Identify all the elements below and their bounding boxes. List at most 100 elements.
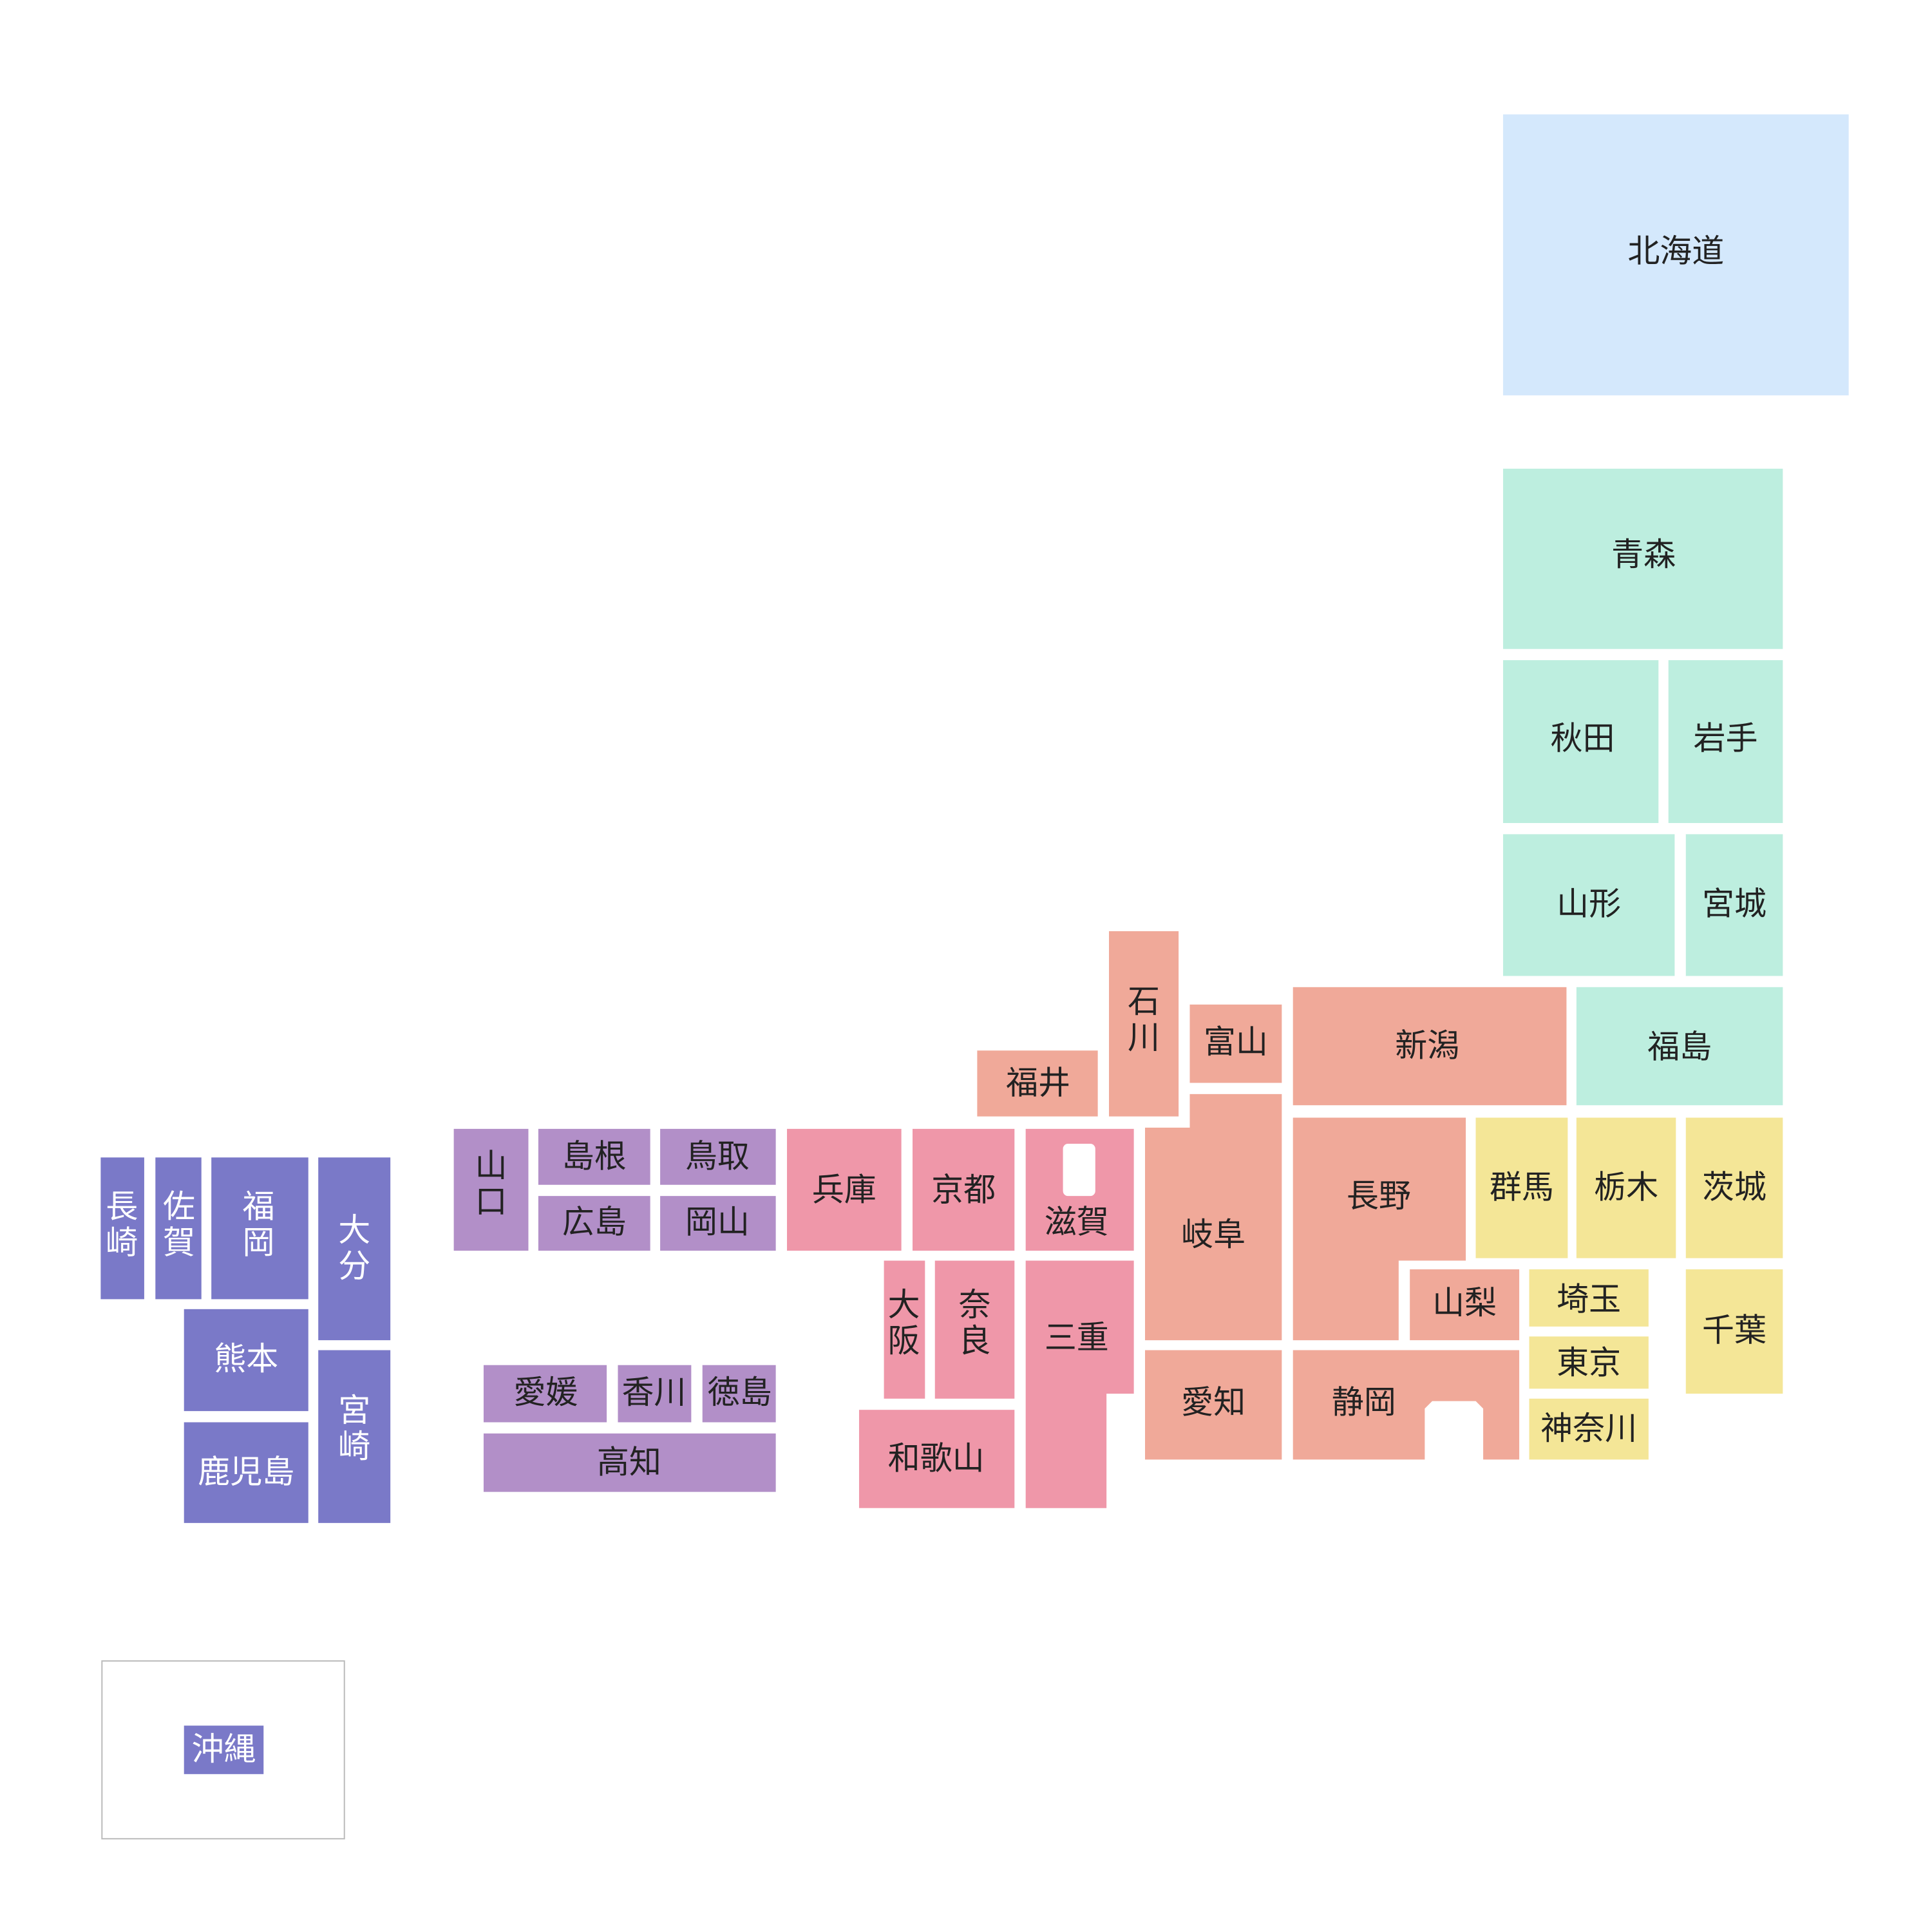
prefecture-chiba[interactable]: 千葉 [1685, 1269, 1783, 1394]
prefecture-shape-ibaraki[interactable] [1685, 1117, 1783, 1258]
prefecture-miyazaki[interactable]: 宮崎 [318, 1350, 391, 1523]
prefecture-shape-tokyo[interactable] [1529, 1336, 1649, 1389]
prefecture-okinawa[interactable]: 沖縄 [184, 1725, 264, 1774]
prefecture-shape-chiba[interactable] [1685, 1269, 1783, 1394]
prefecture-yamagata[interactable]: 山形 [1502, 834, 1675, 976]
prefecture-gunma[interactable]: 群馬 [1475, 1117, 1568, 1258]
prefecture-shape-gifu[interactable] [1144, 1094, 1282, 1341]
prefecture-shape-ishikawa[interactable] [1109, 931, 1179, 1117]
prefecture-kumamoto[interactable]: 熊本 [184, 1309, 308, 1412]
prefecture-tokyo[interactable]: 東京 [1529, 1336, 1649, 1389]
prefecture-aomori[interactable]: 青森 [1502, 468, 1783, 649]
prefecture-shape-kanagawa[interactable] [1529, 1398, 1649, 1460]
prefecture-shape-miyazaki[interactable] [318, 1350, 391, 1523]
prefecture-saitama[interactable]: 埼玉 [1529, 1269, 1649, 1327]
prefecture-label-aichi: 愛知 [1181, 1384, 1245, 1421]
prefecture-shizuoka[interactable]: 静岡 [1293, 1350, 1520, 1460]
prefecture-akita[interactable]: 秋田 [1502, 660, 1659, 823]
prefecture-nagasaki[interactable]: 長崎 [100, 1157, 144, 1300]
prefecture-shape-yamagata[interactable] [1502, 834, 1675, 976]
prefecture-aichi[interactable]: 愛知 [1144, 1350, 1282, 1460]
prefecture-fukui[interactable]: 福井 [977, 1050, 1098, 1117]
prefecture-shape-oita[interactable] [318, 1157, 391, 1341]
prefecture-shape-nara[interactable] [934, 1260, 1015, 1399]
prefecture-fukuoka[interactable]: 福岡 [211, 1157, 308, 1300]
prefecture-hyogo[interactable]: 兵庫 [787, 1128, 902, 1251]
prefecture-gifu[interactable]: 岐阜 [1144, 1094, 1282, 1341]
prefecture-tottori[interactable]: 鳥取 [660, 1128, 776, 1185]
prefecture-nara[interactable]: 奈良 [934, 1260, 1015, 1399]
prefecture-shape-nagano[interactable] [1293, 1117, 1466, 1341]
prefecture-shape-tochigi[interactable] [1576, 1117, 1676, 1258]
prefecture-shape-saga[interactable] [155, 1157, 202, 1300]
prefecture-niigata[interactable]: 新潟 [1293, 987, 1567, 1106]
prefecture-shape-okinawa[interactable] [184, 1725, 264, 1774]
prefecture-shape-yamaguchi[interactable] [453, 1128, 529, 1251]
prefecture-kyoto[interactable]: 京都 [912, 1128, 1015, 1251]
prefecture-shape-gunma[interactable] [1475, 1117, 1568, 1258]
prefecture-kochi[interactable]: 高知 [483, 1433, 776, 1492]
prefecture-shape-hokkaido[interactable] [1502, 114, 1849, 395]
prefecture-shape-kagoshima[interactable] [184, 1422, 308, 1523]
prefecture-shape-iwate[interactable] [1668, 660, 1783, 823]
prefecture-label-tokyo: 東京 [1557, 1344, 1621, 1381]
prefecture-tokushima[interactable]: 徳島 [702, 1365, 776, 1423]
prefecture-kagawa[interactable]: 香川 [618, 1365, 692, 1423]
prefecture-nagano[interactable]: 長野 [1293, 1117, 1466, 1341]
prefecture-shape-ehime[interactable] [483, 1365, 607, 1423]
prefecture-shape-shimane[interactable] [538, 1128, 650, 1185]
prefecture-shape-tottori[interactable] [660, 1128, 776, 1185]
prefecture-wakayama[interactable]: 和歌山 [858, 1410, 1015, 1508]
prefecture-shape-akita[interactable] [1502, 660, 1659, 823]
prefecture-shape-osaka[interactable] [884, 1260, 925, 1399]
prefecture-shape-saitama[interactable] [1529, 1269, 1649, 1327]
prefecture-shape-mie[interactable] [1025, 1260, 1134, 1508]
prefecture-osaka[interactable]: 大阪 [884, 1260, 925, 1399]
prefecture-miyagi[interactable]: 宮城 [1685, 834, 1783, 976]
prefecture-toyama[interactable]: 富山 [1189, 1004, 1282, 1083]
prefecture-iwate[interactable]: 岩手 [1668, 660, 1783, 823]
prefecture-shape-kyoto[interactable] [912, 1128, 1015, 1251]
prefecture-shape-hiroshima[interactable] [538, 1196, 650, 1251]
prefecture-saga[interactable]: 佐賀 [155, 1157, 202, 1300]
prefecture-shape-yamanashi[interactable] [1410, 1269, 1520, 1341]
prefecture-kanagawa[interactable]: 神奈川 [1529, 1398, 1649, 1460]
prefecture-label-yamanashi: 山梨 [1432, 1284, 1497, 1321]
prefecture-tochigi[interactable]: 栃木 [1576, 1117, 1676, 1258]
prefecture-shape-kagawa[interactable] [618, 1365, 692, 1423]
prefecture-label-chiba: 千葉 [1702, 1312, 1766, 1349]
prefecture-shimane[interactable]: 島根 [538, 1128, 650, 1185]
prefecture-ishikawa[interactable]: 石川 [1109, 931, 1179, 1117]
prefecture-fukushima[interactable]: 福島 [1576, 987, 1783, 1106]
prefecture-shape-fukushima[interactable] [1576, 987, 1783, 1106]
prefecture-shape-hyogo[interactable] [787, 1128, 902, 1251]
prefecture-label-hokkaido: 北海道 [1627, 232, 1724, 270]
prefecture-shape-aichi[interactable] [1144, 1350, 1282, 1460]
prefecture-oita[interactable]: 大分 [318, 1157, 391, 1341]
prefecture-label-nagano: 長野 [1347, 1177, 1411, 1215]
prefecture-shape-aomori[interactable] [1502, 468, 1783, 649]
prefecture-shape-toyama[interactable] [1189, 1004, 1282, 1083]
prefecture-mie[interactable]: 三重 [1025, 1260, 1134, 1508]
prefecture-shape-okayama[interactable] [660, 1196, 776, 1251]
prefecture-shape-fukuoka[interactable] [211, 1157, 308, 1300]
prefecture-shape-tokushima[interactable] [702, 1365, 776, 1423]
prefecture-shape-fukui[interactable] [977, 1050, 1098, 1117]
prefecture-kagoshima[interactable]: 鹿児島 [184, 1422, 308, 1523]
prefecture-shiga[interactable]: 滋賀 [1025, 1128, 1134, 1251]
prefecture-shape-miyagi[interactable] [1685, 834, 1783, 976]
prefecture-hokkaido[interactable]: 北海道 [1502, 114, 1849, 395]
prefecture-yamaguchi[interactable]: 山口 [453, 1128, 529, 1251]
prefecture-ibaraki[interactable]: 茨城 [1685, 1117, 1783, 1258]
prefecture-shape-wakayama[interactable] [858, 1410, 1015, 1508]
prefecture-shape-kumamoto[interactable] [184, 1309, 308, 1412]
prefecture-ehime[interactable]: 愛媛 [483, 1365, 607, 1423]
prefecture-shape-nagasaki[interactable] [100, 1157, 144, 1300]
prefecture-shape-niigata[interactable] [1293, 987, 1567, 1106]
prefecture-hiroshima[interactable]: 広島 [538, 1196, 650, 1251]
prefecture-yamanashi[interactable]: 山梨 [1410, 1269, 1520, 1341]
prefecture-label-kyoto: 京都 [931, 1171, 996, 1208]
prefecture-shape-kochi[interactable] [483, 1433, 776, 1492]
prefecture-shape-shizuoka[interactable] [1293, 1350, 1520, 1460]
prefecture-okayama[interactable]: 岡山 [660, 1196, 776, 1251]
